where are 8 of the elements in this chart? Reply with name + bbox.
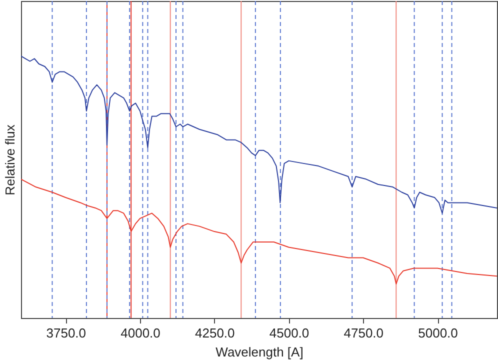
x-tick-label: 4750.0: [344, 326, 384, 340]
x-tick-label: 5000.0: [418, 326, 458, 340]
x-tick-label: 4500.0: [269, 326, 310, 340]
y-axis-title: Relative flux: [2, 124, 18, 196]
x-axis-title: Wavelength [A]: [216, 344, 304, 360]
x-tick-label: 4250.0: [194, 326, 235, 340]
x-tick-label: 4000.0: [120, 326, 160, 340]
x-tick-label: 3750.0: [46, 326, 86, 340]
